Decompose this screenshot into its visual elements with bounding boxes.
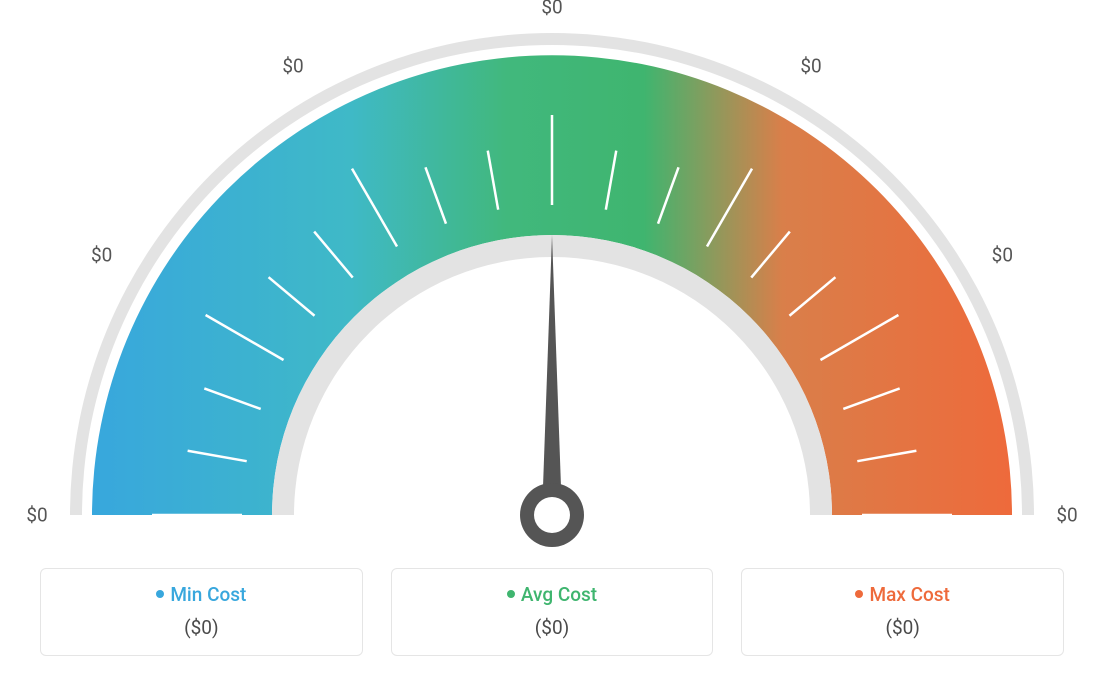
legend-avg-label: Avg Cost — [521, 583, 597, 606]
gauge-scale-label: $0 — [282, 55, 303, 78]
gauge-scale-label: $0 — [800, 55, 821, 78]
legend-avg-value: ($0) — [402, 616, 703, 639]
gauge-scale-label: $0 — [1056, 504, 1077, 527]
gauge-scale-label: $0 — [26, 504, 47, 527]
legend-min-value: ($0) — [51, 616, 352, 639]
gauge-scale-label: $0 — [992, 244, 1013, 267]
gauge-chart: $0 $0 $0 $0 $0 $0 $0 — [0, 0, 1104, 560]
legend-row: Min Cost ($0) Avg Cost ($0) Max Cost ($0… — [0, 568, 1104, 656]
legend-min-title: Min Cost — [51, 583, 352, 606]
legend-card-min: Min Cost ($0) — [40, 568, 363, 656]
legend-card-avg: Avg Cost ($0) — [391, 568, 714, 656]
dot-icon — [156, 590, 164, 598]
legend-card-max: Max Cost ($0) — [741, 568, 1064, 656]
gauge-scale-label: $0 — [91, 244, 112, 267]
legend-max-value: ($0) — [752, 616, 1053, 639]
legend-avg-title: Avg Cost — [402, 583, 703, 606]
legend-max-title: Max Cost — [752, 583, 1053, 606]
dot-icon — [855, 590, 863, 598]
legend-min-label: Min Cost — [170, 583, 246, 606]
dot-icon — [507, 590, 515, 598]
gauge-scale-label: $0 — [541, 0, 562, 19]
legend-max-label: Max Cost — [869, 583, 949, 606]
gauge-svg — [0, 0, 1104, 560]
